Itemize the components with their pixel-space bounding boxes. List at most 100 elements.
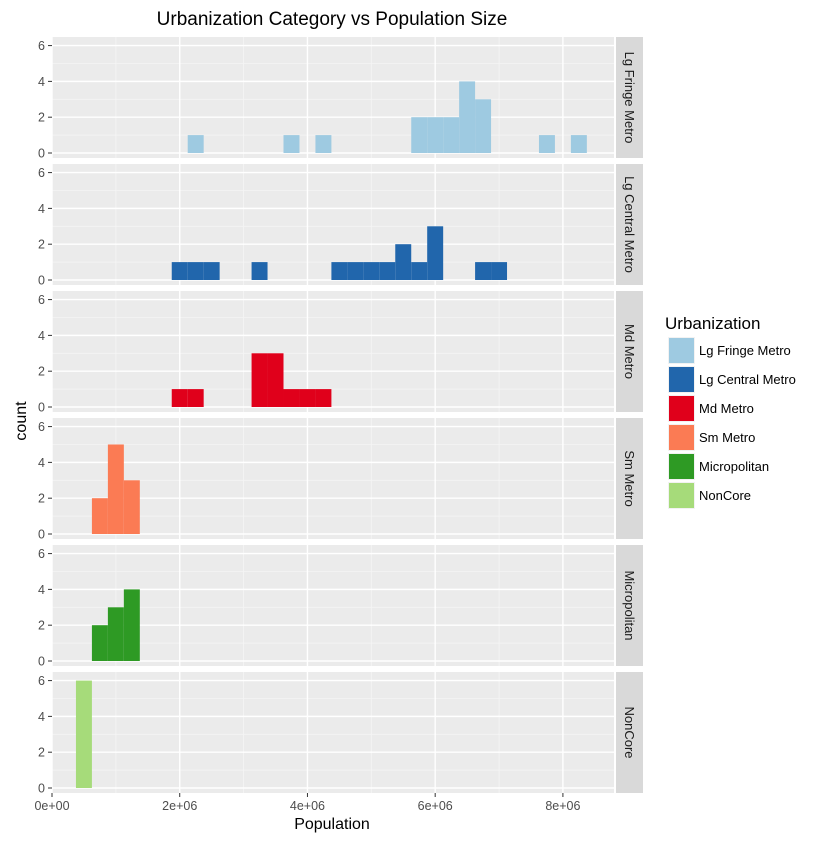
histogram-bar xyxy=(315,135,332,153)
legend: Urbanization Lg Fringe Metro Lg Central M… xyxy=(665,314,796,509)
histogram-bar xyxy=(475,99,492,153)
panel-background xyxy=(52,37,614,158)
y-tick-label: 6 xyxy=(38,420,45,434)
facet-strip xyxy=(616,291,643,412)
histogram-bar xyxy=(187,262,204,280)
histogram-bar xyxy=(411,262,428,280)
histogram-bar xyxy=(107,607,124,661)
y-tick-label: 6 xyxy=(38,166,45,180)
histogram-bar xyxy=(75,680,92,788)
x-axis: 0e+00 2e+06 4e+06 6e+06 8e+06 xyxy=(34,793,581,813)
y-tick-label: 2 xyxy=(38,111,45,125)
facet-panel: 0 2 4 6 Md Metro xyxy=(38,291,643,415)
x-tick-label: 8e+06 xyxy=(545,799,580,813)
panel-background xyxy=(52,672,614,793)
histogram-bar xyxy=(315,389,332,407)
histogram-bar xyxy=(427,226,444,280)
facet-strip-label: Md Metro xyxy=(622,324,637,379)
y-tick-label: 0 xyxy=(38,528,45,542)
histogram-bar xyxy=(395,244,412,280)
y-tick-label: 0 xyxy=(38,274,45,288)
histogram-bar xyxy=(363,262,380,280)
y-tick-label: 2 xyxy=(38,492,45,506)
y-tick-label: 4 xyxy=(38,202,45,216)
histogram-bar xyxy=(411,117,428,153)
facet-strip xyxy=(616,37,643,158)
panel-background xyxy=(52,545,614,666)
legend-label: Lg Central Metro xyxy=(699,372,796,387)
facet-strip xyxy=(616,164,643,285)
legend-key xyxy=(669,338,694,363)
y-tick-label: 0 xyxy=(38,655,45,669)
x-tick-label: 6e+06 xyxy=(418,799,453,813)
y-tick-label: 2 xyxy=(38,365,45,379)
legend-key xyxy=(669,483,694,508)
facet-strip-label: Lg Fringe Metro xyxy=(622,52,637,144)
histogram-bar xyxy=(427,117,444,153)
legend-label: NonCore xyxy=(699,488,751,503)
panel-background xyxy=(52,418,614,539)
facet-strip xyxy=(616,672,643,793)
histogram-bar xyxy=(251,262,268,280)
y-tick-label: 4 xyxy=(38,456,45,470)
legend-key xyxy=(669,367,694,392)
y-tick-label: 4 xyxy=(38,75,45,89)
histogram-bar xyxy=(91,498,108,534)
histogram-bar xyxy=(491,262,508,280)
histogram-bar xyxy=(251,353,268,407)
facet-strip-label: Lg Central Metro xyxy=(622,176,637,273)
y-tick-label: 6 xyxy=(38,547,45,561)
facet-strip xyxy=(616,545,643,666)
facet-strip-label: NonCore xyxy=(622,706,637,758)
facet-panel: 0 2 4 6 Sm Metro xyxy=(38,418,643,542)
histogram-bar xyxy=(538,135,555,153)
legend-key xyxy=(669,396,694,421)
histogram-bar xyxy=(459,81,476,153)
facet-strip xyxy=(616,418,643,539)
y-tick-label: 6 xyxy=(38,293,45,307)
histogram-bar xyxy=(187,135,204,153)
legend-label: Md Metro xyxy=(699,401,754,416)
panel-background xyxy=(52,291,614,412)
histogram-bar xyxy=(203,262,220,280)
facet-panel: 0 2 4 6 Lg Fringe Metro xyxy=(38,37,643,161)
legend-label: Sm Metro xyxy=(699,430,755,445)
y-tick-label: 2 xyxy=(38,238,45,252)
legend-label: Lg Fringe Metro xyxy=(699,343,791,358)
histogram-bar xyxy=(123,480,140,534)
legend-key xyxy=(669,425,694,450)
legend-title: Urbanization xyxy=(665,314,760,333)
y-tick-label: 4 xyxy=(38,329,45,343)
y-tick-label: 2 xyxy=(38,746,45,760)
x-tick-label: 4e+06 xyxy=(290,799,325,813)
facet-panel: 0 2 4 6 Lg Central Metro xyxy=(38,164,643,288)
histogram-bar xyxy=(299,389,316,407)
histogram-bar xyxy=(283,389,300,407)
histogram-bar xyxy=(570,135,587,153)
y-tick-label: 0 xyxy=(38,147,45,161)
facet-strip-label: Sm Metro xyxy=(622,450,637,506)
histogram-bar xyxy=(171,262,188,280)
x-tick-label: 0e+00 xyxy=(34,799,69,813)
histogram-bar xyxy=(379,262,396,280)
y-tick-label: 4 xyxy=(38,583,45,597)
histogram-bar xyxy=(347,262,364,280)
y-tick-label: 2 xyxy=(38,619,45,633)
y-tick-label: 6 xyxy=(38,674,45,688)
x-tick-label: 2e+06 xyxy=(162,799,197,813)
y-tick-label: 6 xyxy=(38,39,45,53)
facet-panel: 0 2 4 6 NonCore xyxy=(38,672,643,796)
histogram-bar xyxy=(107,444,124,534)
histogram-bar xyxy=(91,625,108,661)
facet-panel: 0 2 4 6 Micropolitan xyxy=(38,545,643,669)
chart-title: Urbanization Category vs Population Size xyxy=(157,9,508,30)
y-tick-label: 0 xyxy=(38,782,45,796)
facet-strip-label: Micropolitan xyxy=(622,570,637,640)
y-tick-label: 0 xyxy=(38,401,45,415)
histogram-bar xyxy=(187,389,204,407)
x-axis-label: Population xyxy=(294,816,370,833)
legend-key xyxy=(669,454,694,479)
